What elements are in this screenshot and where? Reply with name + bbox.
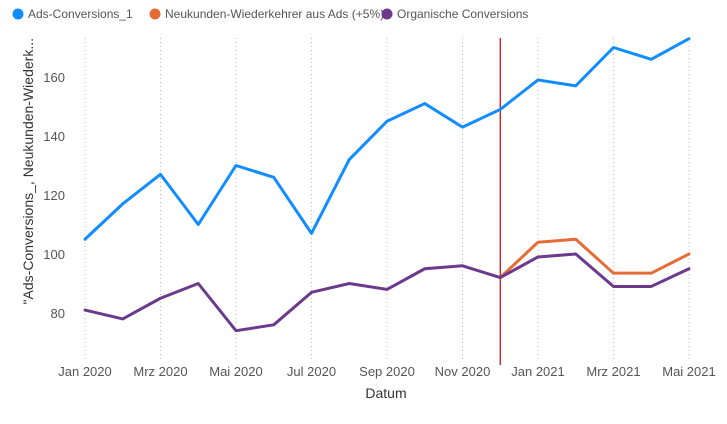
legend-marker-1 — [12, 8, 24, 20]
gridlines — [84, 38, 690, 360]
x-tick-label-7: Jan 2021 — [511, 364, 565, 379]
series-line-1 — [83, 37, 691, 241]
x-tick-label-3: Mai 2020 — [209, 364, 262, 379]
legend: Ads-Conversions_1 Neukunden-Wiederkehrer … — [12, 7, 528, 21]
legend-marker-3 — [381, 8, 393, 20]
x-tick-label-8: Mrz 2021 — [586, 364, 640, 379]
series-line-2 — [498, 237, 691, 280]
y-axis-ticks: 80 100 120 140 160 — [43, 70, 65, 321]
y-axis-title: "Ads-Conversions_, Neukunden-Wiederk... — [20, 38, 36, 304]
x-tick-label-5: Sep 2020 — [359, 364, 415, 379]
series-line-3 — [83, 252, 691, 333]
series-lines — [83, 37, 691, 333]
x-axis-ticks: Jan 2020 Mrz 2020 Mai 2020 Jul 2020 Sep 2020… — [58, 364, 715, 379]
legend-label-1: Ads-Conversions_1 — [28, 7, 133, 21]
legend-marker-2 — [149, 8, 161, 20]
x-tick-label-1: Jan 2020 — [58, 364, 112, 379]
x-axis-title: Datum — [365, 385, 406, 401]
x-tick-label-9: Mai 2021 — [662, 364, 715, 379]
y-tick-label-100: 100 — [43, 247, 65, 262]
y-tick-label-140: 140 — [43, 129, 65, 144]
y-tick-label-80: 80 — [51, 306, 65, 321]
y-tick-label-120: 120 — [43, 188, 65, 203]
legend-label-3: Organische Conversions — [397, 7, 528, 21]
x-tick-label-4: Jul 2020 — [287, 364, 336, 379]
y-tick-label-160: 160 — [43, 70, 65, 85]
x-tick-label-6: Nov 2020 — [435, 364, 491, 379]
x-tick-label-2: Mrz 2020 — [133, 364, 187, 379]
legend-label-2: Neukunden-Wiederkehrer aus Ads (+5%) — [165, 7, 384, 21]
